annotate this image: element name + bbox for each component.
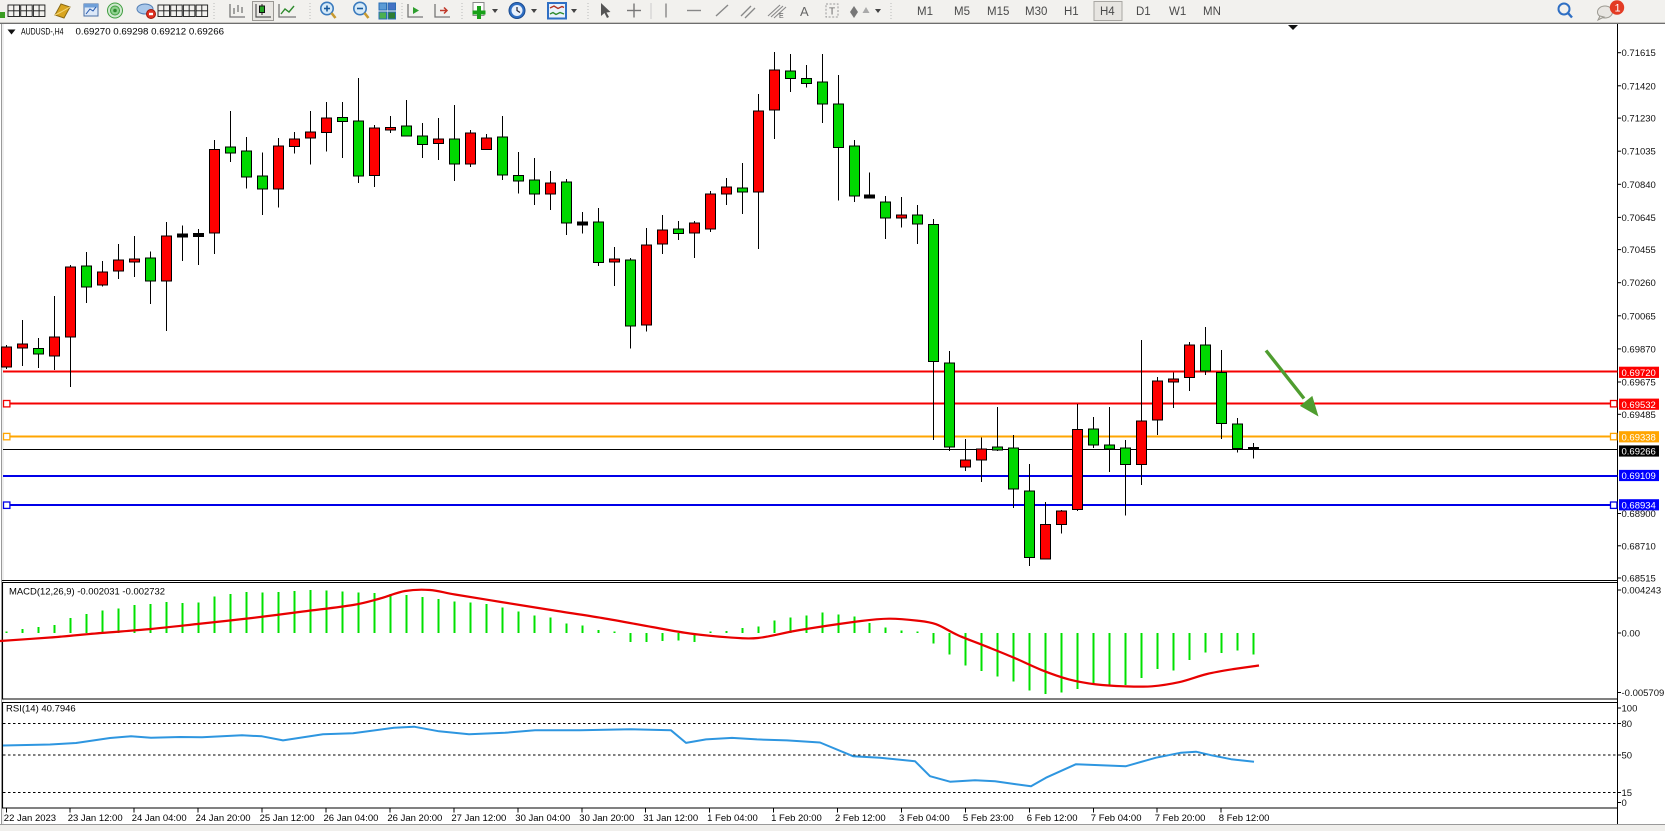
svg-text:0.71420: 0.71420 — [1622, 81, 1656, 92]
svg-text:0.69870: 0.69870 — [1622, 344, 1656, 355]
svg-text:15: 15 — [1622, 788, 1633, 799]
svg-text:1 Feb 20:00: 1 Feb 20:00 — [771, 813, 822, 824]
svg-text:2 Feb 12:00: 2 Feb 12:00 — [835, 813, 886, 824]
svg-text:31 Jan 12:00: 31 Jan 12:00 — [643, 813, 698, 824]
svg-text:D1: D1 — [1136, 6, 1151, 18]
svg-text:AUDUSD-,H4: AUDUSD-,H4 — [21, 27, 64, 38]
svg-text:0.68515: 0.68515 — [1622, 574, 1656, 585]
svg-text:E: E — [779, 13, 784, 20]
svg-text:0.68900: 0.68900 — [1622, 509, 1656, 520]
svg-text:-0.005709: -0.005709 — [1622, 688, 1665, 699]
svg-text:0.69675: 0.69675 — [1622, 378, 1656, 389]
svg-text:RSI(14) 40.7946: RSI(14) 40.7946 — [6, 704, 76, 715]
svg-text:M15: M15 — [987, 6, 1009, 18]
svg-text:0.71230: 0.71230 — [1622, 114, 1656, 125]
svg-text:M30: M30 — [1025, 6, 1047, 18]
svg-text:M5: M5 — [954, 6, 970, 18]
svg-text:H4: H4 — [1100, 6, 1115, 18]
svg-text:80: 80 — [1622, 719, 1633, 730]
svg-text:27 Jan 12:00: 27 Jan 12:00 — [451, 813, 506, 824]
svg-text:6 Feb 12:00: 6 Feb 12:00 — [1027, 813, 1078, 824]
svg-text:0.70455: 0.70455 — [1622, 245, 1656, 256]
svg-text:0: 0 — [1622, 798, 1627, 809]
svg-text:0.68934: 0.68934 — [1622, 501, 1656, 512]
svg-text:0.70260: 0.70260 — [1622, 278, 1656, 289]
svg-text:24 Jan 20:00: 24 Jan 20:00 — [196, 813, 251, 824]
svg-text:MACD(12,26,9) -0.002031 -0.002: MACD(12,26,9) -0.002031 -0.002732 — [9, 587, 165, 598]
svg-text:T: T — [829, 7, 835, 18]
svg-text:0.69270 0.69298 0.69212 0.6926: 0.69270 0.69298 0.69212 0.69266 — [76, 27, 225, 38]
svg-text:1: 1 — [1615, 3, 1621, 15]
svg-text:26 Jan 04:00: 26 Jan 04:00 — [324, 813, 379, 824]
svg-text:0.69532: 0.69532 — [1622, 400, 1656, 411]
svg-text:0.71035: 0.71035 — [1622, 147, 1656, 158]
svg-text:30 Jan 20:00: 30 Jan 20:00 — [579, 813, 634, 824]
svg-text:0.004243: 0.004243 — [1622, 586, 1662, 597]
svg-text:25 Jan 12:00: 25 Jan 12:00 — [260, 813, 315, 824]
svg-text:7 Feb 20:00: 7 Feb 20:00 — [1155, 813, 1206, 824]
svg-text:0.71615: 0.71615 — [1622, 48, 1656, 59]
svg-text:5 Feb 23:00: 5 Feb 23:00 — [963, 813, 1014, 824]
svg-text:0.69266: 0.69266 — [1622, 447, 1656, 458]
svg-text:A: A — [800, 4, 809, 19]
svg-text:8 Feb 12:00: 8 Feb 12:00 — [1219, 813, 1270, 824]
svg-text:MN: MN — [1203, 6, 1221, 18]
svg-text:100: 100 — [1622, 704, 1638, 715]
svg-text:M1: M1 — [917, 6, 933, 18]
svg-text:0.69720: 0.69720 — [1622, 368, 1656, 379]
svg-text:7 Feb 04:00: 7 Feb 04:00 — [1091, 813, 1142, 824]
svg-text:1 Feb 04:00: 1 Feb 04:00 — [707, 813, 758, 824]
svg-text:22 Jan 2023: 22 Jan 2023 — [4, 813, 56, 824]
svg-text:50: 50 — [1622, 751, 1633, 762]
svg-text:26 Jan 20:00: 26 Jan 20:00 — [387, 813, 442, 824]
svg-text:3 Feb 04:00: 3 Feb 04:00 — [899, 813, 950, 824]
svg-text:0.69485: 0.69485 — [1622, 410, 1656, 421]
svg-text:0.69109: 0.69109 — [1622, 471, 1656, 482]
svg-text:H1: H1 — [1064, 6, 1079, 18]
svg-text:24 Jan 04:00: 24 Jan 04:00 — [132, 813, 187, 824]
svg-text:W1: W1 — [1169, 6, 1186, 18]
svg-text:0.70065: 0.70065 — [1622, 311, 1656, 322]
svg-text:0.70645: 0.70645 — [1622, 213, 1656, 224]
svg-text:0.68710: 0.68710 — [1622, 541, 1656, 552]
svg-text:0.69338: 0.69338 — [1622, 433, 1656, 444]
svg-text:30 Jan 04:00: 30 Jan 04:00 — [515, 813, 570, 824]
svg-text:0.00: 0.00 — [1622, 629, 1641, 640]
svg-text:0.70840: 0.70840 — [1622, 180, 1656, 191]
svg-text:23 Jan 12:00: 23 Jan 12:00 — [68, 813, 123, 824]
